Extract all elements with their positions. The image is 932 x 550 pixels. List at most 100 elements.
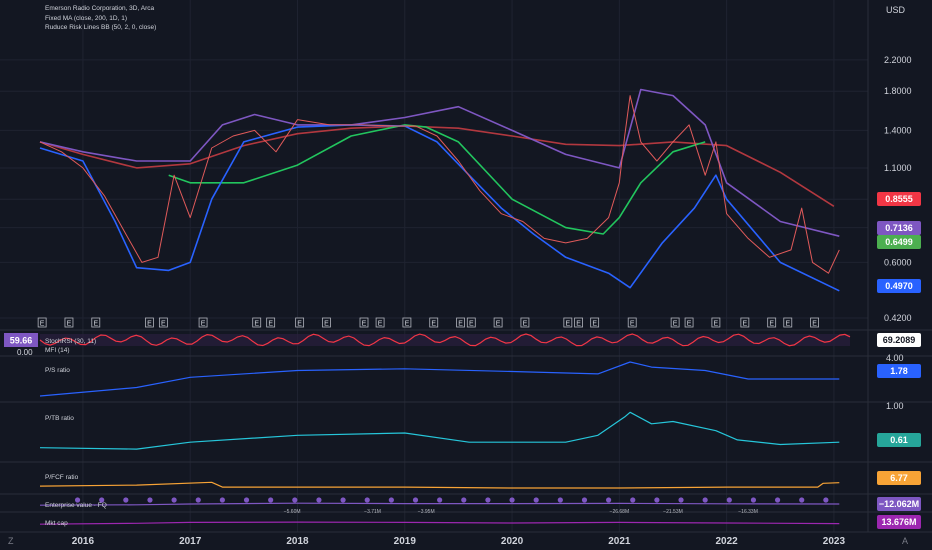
price-tick-label: 0.6000 (884, 257, 912, 267)
ev-data-dot[interactable] (509, 497, 515, 503)
ps-pane-label: P/S ratio (45, 367, 70, 374)
earnings-marker[interactable] (198, 317, 208, 328)
bb-upper-badge: 0.7136 (885, 223, 913, 233)
price-line (39, 95, 840, 274)
earnings-marker-label: E (297, 321, 302, 328)
ev-data-dot[interactable] (581, 497, 588, 503)
earnings-marker[interactable] (466, 317, 476, 328)
earnings-marker[interactable] (252, 317, 262, 328)
earnings-marker[interactable] (810, 317, 819, 328)
earnings-marker-label: E (147, 321, 152, 328)
ev-value-label: −5.60M (284, 509, 301, 515)
ev-ratio-line (39, 502, 840, 506)
earnings-marker[interactable] (429, 317, 439, 328)
earnings-marker[interactable] (740, 317, 750, 328)
ev-data-dot[interactable] (292, 497, 298, 503)
earnings-marker[interactable] (563, 317, 573, 328)
mcap-badge: 13.676M (881, 517, 916, 527)
earnings-marker-label: E (630, 321, 635, 328)
ps-badge-bg (877, 364, 921, 378)
earnings-marker[interactable] (91, 317, 101, 328)
ev-data-dot[interactable] (195, 497, 201, 503)
ev-data-dot[interactable] (750, 497, 757, 503)
zoom-icon: Z (8, 536, 14, 546)
earnings-marker[interactable] (322, 317, 331, 328)
earnings-marker[interactable] (402, 317, 412, 328)
ev-data-dot[interactable] (533, 497, 539, 503)
earnings-marker[interactable] (590, 317, 600, 328)
earnings-marker[interactable] (295, 317, 305, 328)
earnings-marker[interactable] (359, 317, 369, 328)
price-tick-label: 0.4200 (884, 313, 912, 323)
ev-data-dot[interactable] (702, 497, 708, 503)
ev-data-dot[interactable] (364, 497, 370, 503)
earnings-marker-label: E (496, 321, 501, 328)
earnings-marker-label: E (431, 321, 436, 328)
earnings-marker[interactable] (670, 317, 680, 328)
ma200-badge-bg (877, 192, 921, 206)
ev-data-dot[interactable] (557, 497, 563, 503)
ev-data-dot[interactable] (388, 497, 394, 503)
earnings-marker-label: E (673, 321, 678, 328)
earnings-marker[interactable] (375, 317, 385, 328)
ev-badge-bg (877, 497, 921, 511)
ev-data-dot[interactable] (316, 497, 322, 503)
ev-data-dot[interactable] (268, 497, 274, 503)
pfcf-pane-label: P/FCF ratio (45, 474, 79, 481)
ev-value-label: −21.53M (663, 509, 683, 515)
ev-data-dot[interactable] (678, 497, 684, 503)
earnings-marker[interactable] (767, 317, 777, 328)
ev-data-dot[interactable] (799, 497, 805, 503)
earnings-marker-label: E (469, 321, 474, 328)
currency-label: USD (886, 5, 906, 15)
ev-data-dot[interactable] (774, 497, 781, 503)
earnings-marker[interactable] (493, 317, 503, 328)
bb-upper-badge-bg (877, 221, 921, 235)
ev-data-dot[interactable] (823, 497, 829, 503)
ev-data-dot[interactable] (147, 497, 153, 503)
earnings-marker-label: E (812, 321, 817, 328)
ev-data-dot[interactable] (630, 497, 636, 503)
earnings-marker[interactable] (158, 317, 168, 328)
bb-lower-line (39, 124, 840, 292)
ev-data-dot[interactable] (243, 497, 250, 503)
indicator-fixed-ma[interactable]: Fixed MA (close, 200, 1D, 1) (45, 14, 128, 22)
earnings-marker[interactable] (266, 317, 276, 328)
earnings-marker[interactable] (456, 317, 465, 328)
ev-data-dot[interactable] (99, 497, 105, 503)
ev-data-dot[interactable] (461, 497, 467, 503)
earnings-marker[interactable] (37, 317, 47, 328)
ev-data-dot[interactable] (74, 497, 81, 503)
ev-data-dot[interactable] (171, 497, 177, 503)
ev-data-dot[interactable] (437, 497, 443, 503)
earnings-marker-label: E (93, 321, 98, 328)
ev-data-dot[interactable] (606, 497, 612, 503)
ev-data-dot[interactable] (485, 497, 491, 503)
indicator-bb[interactable]: Ruduce Risk Lines BB (50, 2, 0, close) (45, 24, 157, 31)
ptb-tick-label: 1.00 (886, 401, 904, 411)
price-tick-label: 1.8000 (884, 86, 912, 96)
ev-data-dot[interactable] (123, 497, 129, 503)
last-price-badge-bg (877, 235, 921, 249)
earnings-marker[interactable] (64, 317, 74, 328)
earnings-marker[interactable] (711, 317, 721, 328)
earnings-marker[interactable] (145, 317, 154, 328)
ev-data-dot[interactable] (654, 497, 660, 503)
earnings-marker[interactable] (684, 317, 694, 328)
earnings-marker[interactable] (574, 317, 583, 328)
earnings-marker[interactable] (783, 317, 793, 328)
mfi-label: MFI (14) (45, 347, 70, 354)
earnings-marker-label: E (743, 321, 748, 328)
bb-lower-badge: 0.4970 (885, 281, 913, 291)
ptb-pane-label: P/TB ratio (45, 415, 74, 422)
ev-data-dot[interactable] (219, 497, 225, 503)
earnings-marker[interactable] (627, 317, 637, 328)
ev-data-dot[interactable] (340, 497, 346, 503)
earnings-marker-label: E (714, 321, 719, 328)
ev-data-dot[interactable] (726, 497, 732, 503)
ev-data-dot[interactable] (412, 497, 419, 503)
earnings-marker-label: E (523, 321, 528, 328)
mcap-ratio-line (39, 521, 840, 525)
earnings-marker[interactable] (520, 317, 530, 328)
